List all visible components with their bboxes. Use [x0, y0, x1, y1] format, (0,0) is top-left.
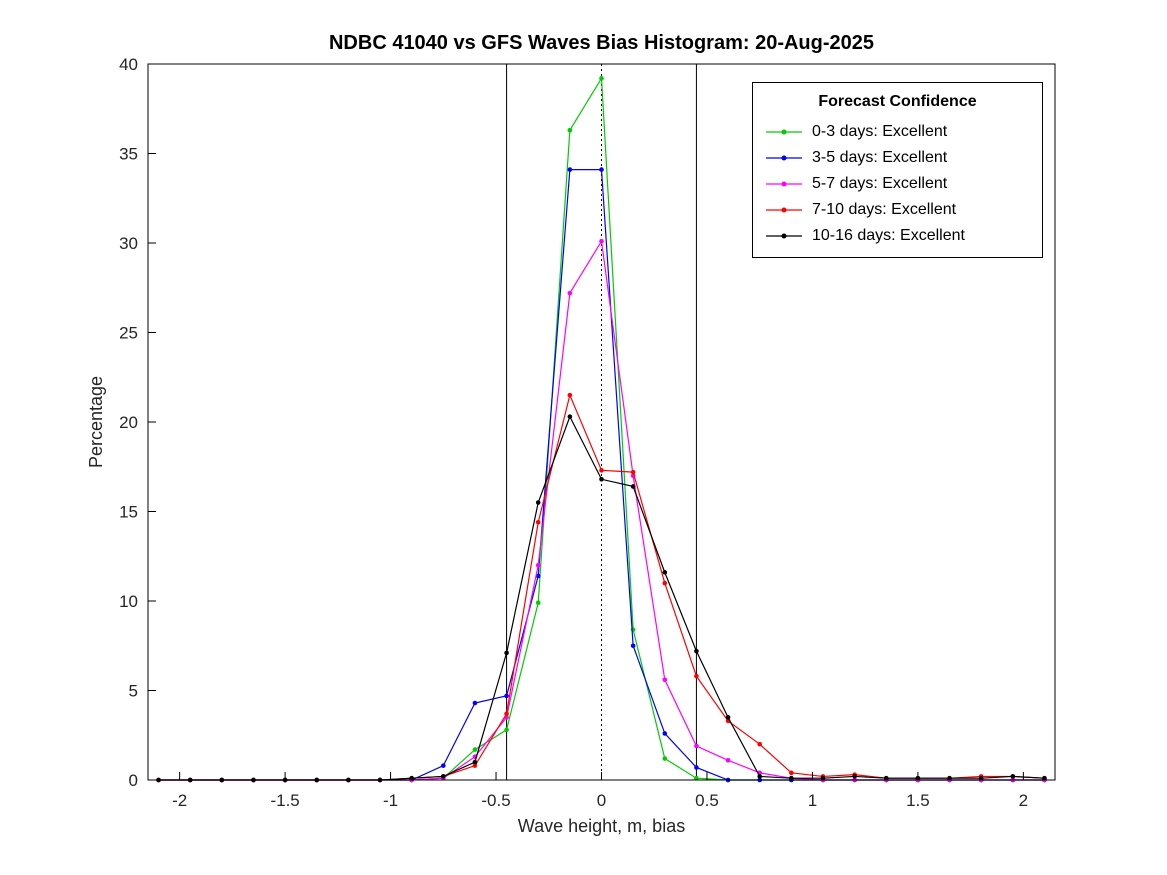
- series-marker: [820, 775, 826, 781]
- legend-line-sample: [766, 129, 802, 135]
- legend-line-sample: [766, 155, 802, 161]
- x-tick-label: 1.5: [906, 791, 930, 810]
- series-marker: [599, 476, 604, 482]
- series-marker: [852, 774, 857, 779]
- series-marker: [599, 468, 604, 473]
- series-marker: [441, 774, 446, 779]
- series-marker: [472, 747, 478, 752]
- series-marker: [409, 775, 414, 781]
- series-marker: [662, 580, 668, 586]
- y-tick-label: 35: [119, 145, 138, 164]
- series-3: [156, 392, 1047, 783]
- legend-line-sample: [766, 233, 802, 239]
- series-marker: [535, 500, 541, 505]
- y-tick-label: 40: [119, 55, 138, 74]
- series-marker: [599, 76, 604, 81]
- legend-entry-label: 7-10 days: Excellent: [812, 201, 957, 218]
- series-marker: [757, 741, 762, 747]
- series-marker: [662, 570, 668, 575]
- series-marker: [1010, 774, 1016, 779]
- legend-entry-label: 0-3 days: Excellent: [812, 123, 948, 140]
- series-marker: [662, 731, 668, 736]
- series-marker: [535, 519, 541, 525]
- series-marker: [662, 756, 668, 761]
- legend-title: Forecast Confidence: [818, 93, 977, 110]
- series-marker: [504, 650, 509, 656]
- legend-entry-label: 3-5 days: Excellent: [812, 149, 948, 166]
- y-tick-label: 30: [119, 234, 138, 253]
- legend-entry: 7-10 days: Excellent: [753, 197, 1042, 223]
- legend-entry-label: 10-16 days: Excellent: [812, 227, 965, 244]
- series-marker: [535, 600, 541, 606]
- series-marker: [1042, 775, 1047, 781]
- y-tick-label: 5: [129, 682, 138, 701]
- x-tick-label: -1.5: [270, 791, 299, 810]
- series-marker: [883, 775, 889, 781]
- legend-entry: 3-5 days: Excellent: [753, 145, 1042, 171]
- series-marker: [789, 775, 794, 781]
- legend-entry: 10-16 days: Excellent: [753, 223, 1042, 249]
- series-marker: [567, 290, 573, 296]
- legend-entry: 5-7 days: Excellent: [753, 171, 1042, 197]
- series-marker: [725, 715, 731, 720]
- y-tick-label: 25: [119, 324, 138, 343]
- series-marker: [630, 469, 636, 475]
- series-marker: [978, 775, 984, 781]
- series-line: [158, 393, 1045, 781]
- y-axis-label: Percentage: [86, 375, 106, 468]
- series-marker: [472, 759, 478, 765]
- series-marker: [599, 238, 604, 244]
- series-marker: [694, 743, 699, 749]
- legend-entry: 0-3 days: Excellent: [753, 119, 1042, 145]
- series-marker: [694, 648, 699, 654]
- legend: Forecast Confidence 0-3 days: Excellent 3…: [752, 82, 1043, 258]
- series-marker: [441, 763, 446, 768]
- series-marker: [599, 167, 604, 172]
- legend-entry-label: 5-7 days: Excellent: [812, 175, 948, 192]
- series-marker: [630, 484, 636, 489]
- x-tick-label: -0.5: [481, 791, 510, 810]
- legend-entries: 0-3 days: Excellent 3-5 days: Excellent 5-…: [753, 119, 1042, 249]
- legend-line-sample: [766, 207, 802, 213]
- series-marker: [535, 573, 541, 579]
- series-marker: [694, 673, 699, 679]
- y-tick-label: 0: [129, 771, 138, 790]
- series-marker: [662, 677, 668, 683]
- x-tick-label: 0: [597, 791, 606, 810]
- chart-title: NDBC 41040 vs GFS Waves Bias Histogram: …: [328, 32, 875, 54]
- series-marker: [567, 127, 573, 133]
- series-marker: [630, 643, 636, 649]
- series-marker: [504, 693, 509, 699]
- x-tick-label: -1: [383, 791, 398, 810]
- series-marker: [725, 758, 731, 763]
- series-marker: [789, 770, 794, 776]
- series-marker: [947, 775, 952, 781]
- series-marker: [535, 562, 541, 568]
- x-tick-label: 0.5: [695, 791, 719, 810]
- x-tick-label: 2: [1019, 791, 1028, 810]
- series-marker: [504, 727, 509, 733]
- series-marker: [694, 775, 699, 781]
- x-axis-label: Wave height, m, bias: [517, 816, 686, 836]
- legend-line-sample: [766, 181, 802, 187]
- series-marker: [472, 763, 478, 768]
- series-marker: [694, 765, 699, 770]
- y-tick-label: 15: [119, 503, 138, 522]
- series-marker: [567, 167, 573, 172]
- y-tick-label: 20: [119, 413, 138, 432]
- series-marker: [757, 774, 762, 779]
- series-marker: [504, 711, 509, 717]
- y-tick-label: 10: [119, 592, 138, 611]
- series-marker: [567, 414, 573, 419]
- series-marker: [567, 392, 573, 398]
- x-tick-label: -2: [172, 791, 187, 810]
- series-marker: [472, 700, 478, 706]
- x-tick-label: 1: [808, 791, 817, 810]
